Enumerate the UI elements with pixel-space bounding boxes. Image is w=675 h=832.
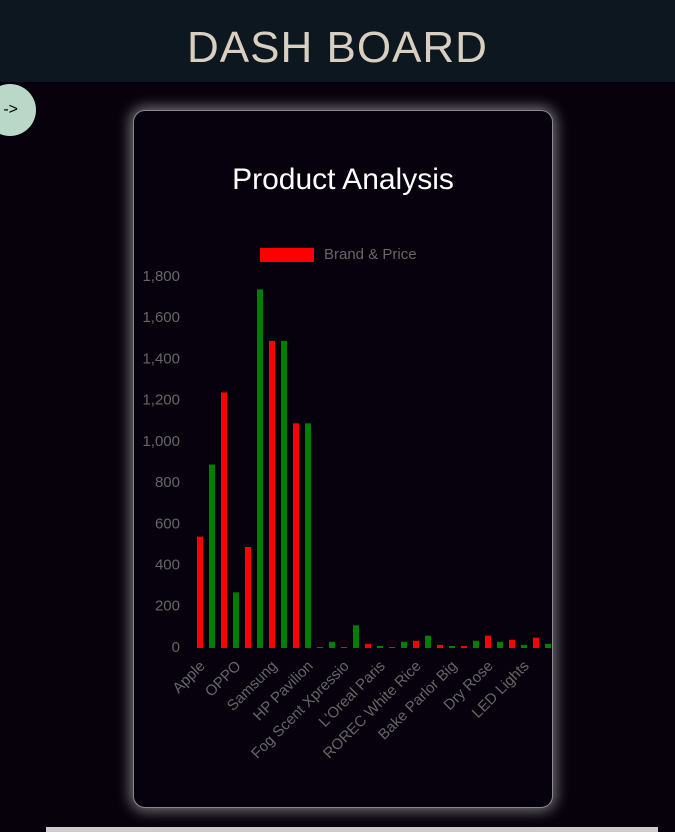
bar (533, 637, 539, 648)
bar (509, 639, 515, 648)
y-tick-label: 1,800 (142, 268, 180, 285)
bar (401, 641, 407, 648)
bar (245, 547, 251, 648)
bar (425, 635, 431, 648)
bar (473, 640, 479, 648)
bar (197, 536, 203, 648)
y-tick-label: 600 (155, 515, 180, 532)
bar (269, 340, 275, 648)
y-tick-label: 400 (155, 557, 180, 574)
y-tick-label: 800 (155, 474, 180, 491)
bar (293, 423, 299, 648)
bar (233, 592, 239, 648)
bar (377, 645, 383, 648)
chart-card (133, 110, 553, 808)
bar (329, 641, 335, 648)
y-tick-label: 1,400 (142, 350, 180, 367)
bar (449, 645, 455, 648)
y-tick-label: 0 (172, 639, 180, 656)
bar (545, 643, 551, 648)
bar (497, 641, 503, 648)
bar (305, 423, 311, 648)
bar (257, 289, 263, 648)
y-tick-label: 1,600 (142, 309, 180, 326)
x-tick-label: Apple (169, 658, 208, 697)
header-title: DASH BOARD (187, 23, 488, 72)
y-tick-label: 1,000 (142, 433, 180, 450)
bar (221, 392, 227, 648)
bar (341, 646, 347, 648)
y-tick-label: 200 (155, 598, 180, 615)
legend-swatch (260, 248, 314, 262)
bar (389, 646, 395, 648)
bar (485, 635, 491, 648)
y-tick-label: 1,200 (142, 392, 180, 409)
header: DASH BOARD (0, 0, 675, 82)
chart-title: Product Analysis (232, 163, 454, 196)
bar (437, 644, 443, 648)
bar (353, 625, 359, 648)
bar (281, 340, 287, 648)
bar (365, 643, 371, 648)
scrollbar[interactable] (46, 827, 658, 832)
bar (461, 645, 467, 648)
bar (413, 640, 419, 648)
bar (209, 464, 215, 648)
legend-label: Brand & Price (324, 246, 417, 263)
bar (317, 646, 323, 648)
bar (521, 644, 527, 648)
